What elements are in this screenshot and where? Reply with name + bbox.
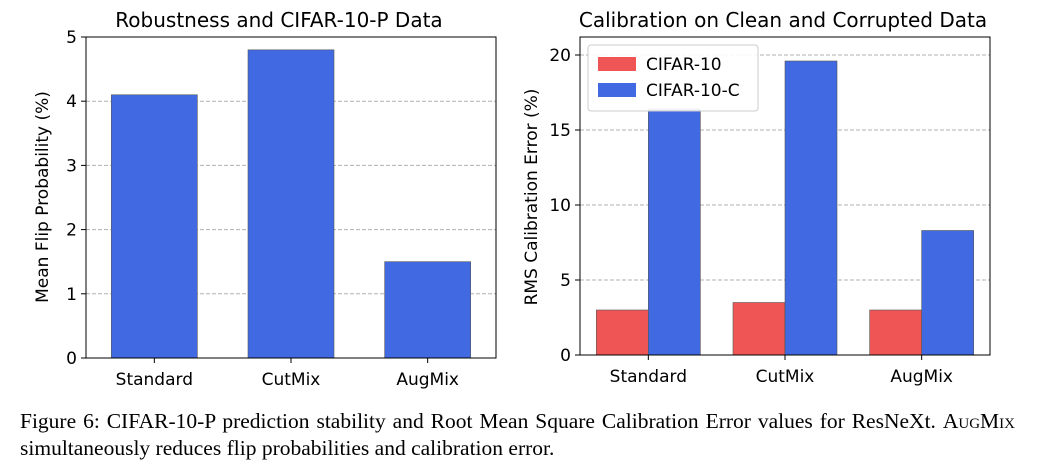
x-tick-label: AugMix bbox=[890, 367, 953, 387]
y-tick-label: 3 bbox=[66, 156, 77, 176]
y-tick-label: 20 bbox=[549, 46, 571, 66]
chart-title: Calibration on Clean and Corrupted Data bbox=[579, 8, 987, 32]
bar-cifar-10-c-standard bbox=[648, 108, 701, 356]
x-tick-label: Standard bbox=[610, 367, 687, 387]
legend: CIFAR-10 CIFAR-10-C bbox=[587, 44, 759, 112]
bar-cifar-10-c-augmix bbox=[921, 230, 974, 356]
caption-text: Figure 6: CIFAR-10-P prediction stabilit… bbox=[20, 409, 943, 433]
bars bbox=[596, 60, 974, 356]
x-tick-label: AugMix bbox=[396, 370, 459, 390]
figure-caption: Figure 6: CIFAR-10-P prediction stabilit… bbox=[20, 408, 1015, 462]
chart-calibration-error: Calibration on Clean and Corrupted Data … bbox=[522, 8, 991, 387]
y-axis-label: RMS Calibration Error (%) bbox=[522, 89, 542, 306]
y-tick-label: 0 bbox=[560, 346, 571, 366]
caption-text-end: simultaneously reduces flip probabilitie… bbox=[20, 436, 555, 460]
bar-cifar-10-cutmix bbox=[732, 302, 786, 356]
bar-value-cutmix bbox=[247, 49, 335, 359]
legend-label: CIFAR-10-C bbox=[646, 81, 740, 101]
y-tick-label: 0 bbox=[66, 349, 77, 369]
x-tick-label: CutMix bbox=[262, 370, 321, 390]
y-tick-label: 1 bbox=[66, 285, 77, 305]
bar-cifar-10-standard bbox=[596, 309, 649, 356]
y-tick-label: 5 bbox=[66, 28, 77, 48]
y-tick-label: 2 bbox=[66, 221, 77, 241]
bar-cifar-10-augmix bbox=[869, 309, 922, 356]
y-tick-label: 10 bbox=[549, 196, 571, 216]
chart-flip-probability: Robustness and CIFAR-10-P Data Mean Flip… bbox=[33, 8, 497, 390]
y-tick-label: 4 bbox=[66, 92, 77, 112]
y-tick-label: 15 bbox=[549, 121, 571, 141]
figure: Robustness and CIFAR-10-P Data Mean Flip… bbox=[33, 8, 991, 390]
caption-method-name: AugMix bbox=[942, 409, 1015, 433]
legend-swatch bbox=[598, 83, 636, 97]
bar-cifar-10-c-cutmix bbox=[784, 60, 838, 356]
y-axis-label: Mean Flip Probability (%) bbox=[33, 91, 53, 303]
legend-swatch bbox=[598, 57, 636, 71]
axis-ticks: 0 5 10 15 20 Standard CutMix AugMix bbox=[549, 46, 953, 387]
y-tick-label: 5 bbox=[560, 271, 571, 291]
chart-title: Robustness and CIFAR-10-P Data bbox=[115, 8, 442, 32]
axis-ticks: 0 1 2 3 4 5 Standard CutMix AugMix bbox=[66, 28, 459, 390]
bar-value-augmix bbox=[384, 261, 471, 359]
x-tick-label: CutMix bbox=[756, 367, 815, 387]
legend-label: CIFAR-10 bbox=[646, 55, 722, 75]
bars bbox=[111, 49, 471, 359]
x-tick-label: Standard bbox=[116, 370, 193, 390]
bar-value-standard bbox=[111, 94, 198, 359]
